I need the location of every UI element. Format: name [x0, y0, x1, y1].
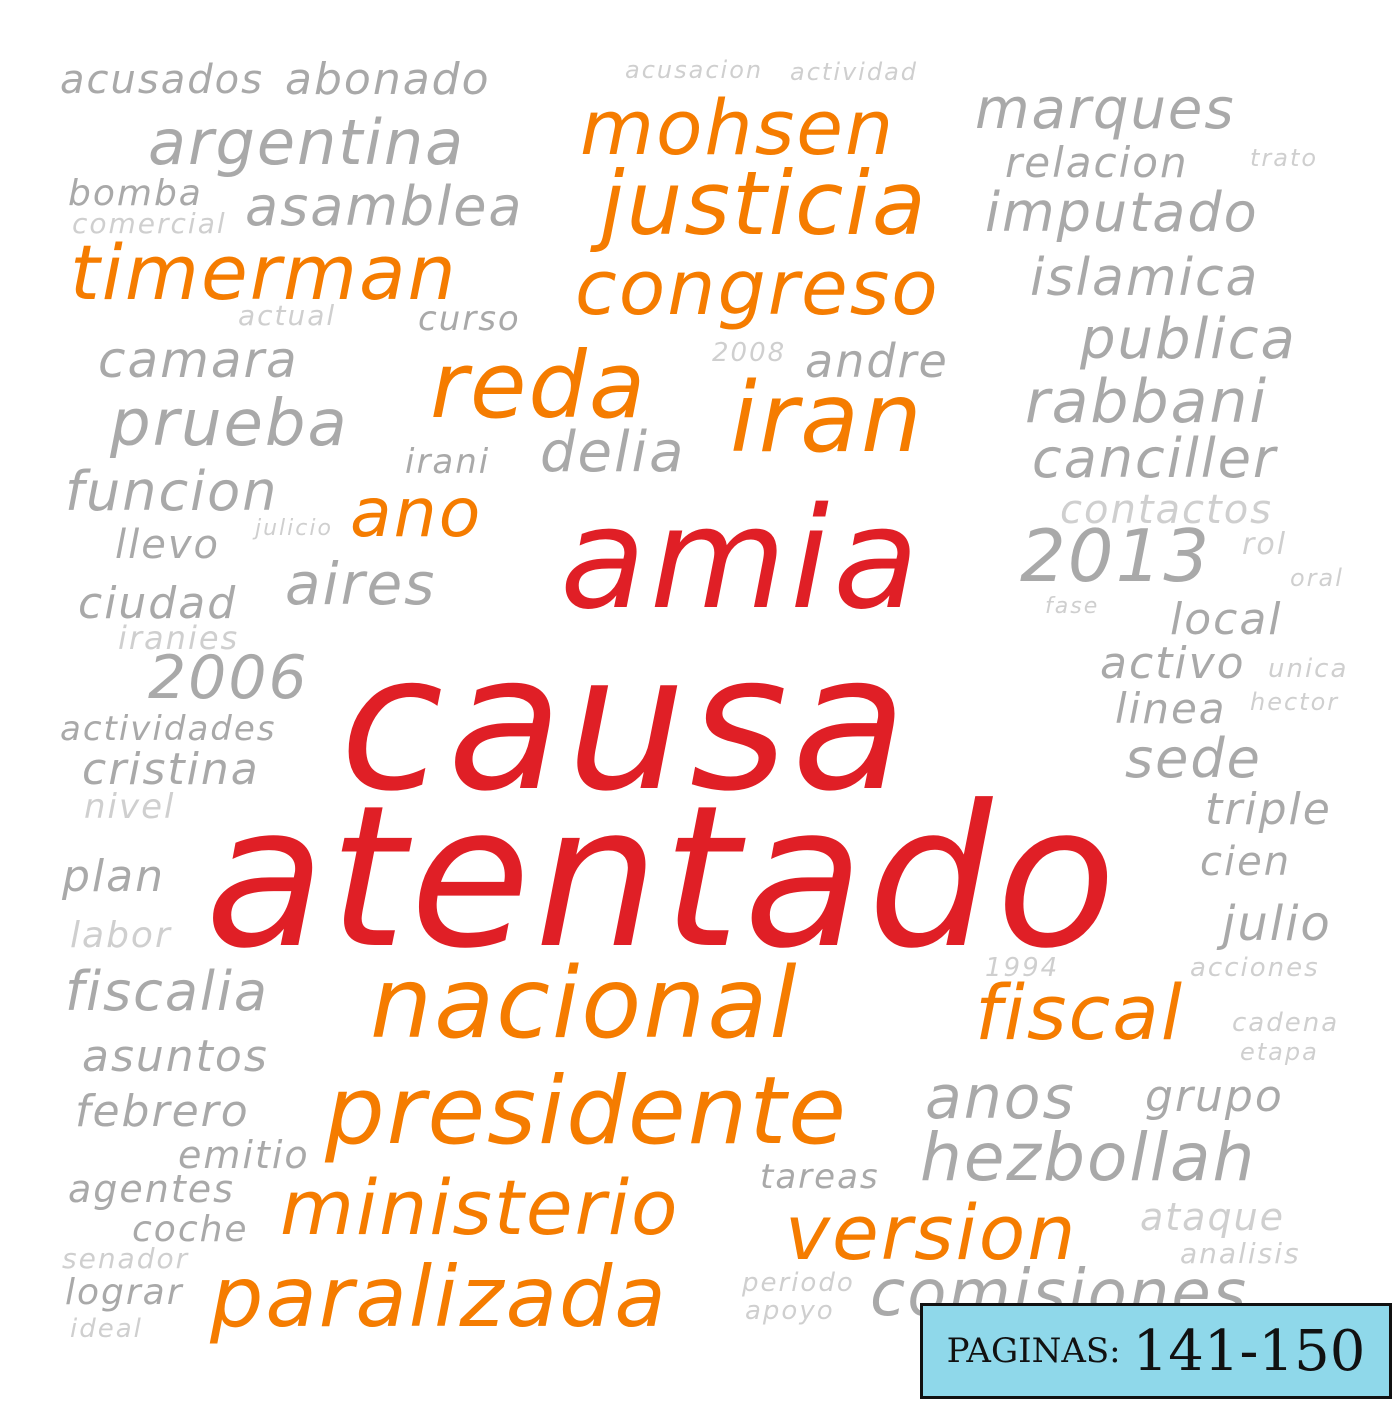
word-senador: senador	[62, 1242, 190, 1275]
word-contactos: contactos	[1060, 487, 1273, 533]
word-camara: camara	[98, 331, 299, 389]
word-1994: 1994	[985, 953, 1060, 983]
word-ataque: ataque	[1140, 1195, 1286, 1239]
word-islamica: islamica	[1030, 248, 1260, 308]
word-causa: causa	[340, 614, 911, 833]
pages-label: PAGINAS:	[946, 1331, 1121, 1371]
word-linea: linea	[1115, 684, 1227, 733]
word-emitio: emitio	[178, 1133, 310, 1177]
word-atentado: atentado	[205, 764, 1121, 992]
word-anos: anos	[925, 1063, 1076, 1133]
word-irani: irani	[405, 442, 491, 482]
word-funcion: funcion	[65, 460, 279, 523]
word-actual: actual	[238, 299, 337, 332]
pages-badge: PAGINAS: 141-150	[920, 1303, 1392, 1399]
word-mohsen: mohsen	[580, 83, 896, 172]
word-imputado: imputado	[985, 181, 1259, 244]
word-lograr: lograr	[65, 1272, 184, 1313]
word-rabbani: rabbani	[1025, 367, 1269, 437]
word-apoyo: apoyo	[745, 1296, 835, 1326]
word-labor: labor	[70, 915, 172, 956]
word-periodo: periodo	[742, 1268, 855, 1298]
word-unica: unica	[1268, 654, 1349, 684]
word-congreso: congreso	[575, 243, 940, 332]
word-llevo: llevo	[115, 522, 220, 568]
pages-range: 141-150	[1132, 1318, 1366, 1384]
word-bomba: bomba	[68, 173, 203, 214]
word-amia: amia	[560, 478, 923, 641]
word-reda: reda	[430, 332, 648, 439]
word-local: local	[1170, 594, 1283, 645]
word-2008: 2008	[712, 338, 787, 368]
word-andre: andre	[805, 334, 949, 388]
word-2013: 2013	[1020, 514, 1212, 598]
word-triple: triple	[1205, 784, 1332, 835]
word-fiscalia: fiscalia	[65, 960, 270, 1023]
word-asuntos: asuntos	[82, 1031, 269, 1082]
word-julio: julio	[1222, 896, 1332, 952]
word-nivel: nivel	[84, 787, 176, 827]
word-prueba: prueba	[110, 387, 349, 461]
word-cristina: cristina	[82, 744, 260, 795]
word-cien: cien	[1200, 839, 1292, 885]
word-justicia: justicia	[600, 152, 928, 255]
word-iran: iran	[730, 362, 924, 474]
word-2006: 2006	[148, 643, 309, 713]
word-acusados: acusados	[60, 57, 264, 103]
word-ciudad: ciudad	[78, 578, 238, 629]
word-asamblea: asamblea	[245, 175, 524, 238]
word-cadena: cadena	[1232, 1008, 1340, 1038]
word-comercial: comercial	[72, 207, 227, 240]
word-canciller: canciller	[1032, 427, 1278, 490]
word-curso: curso	[418, 299, 521, 339]
word-ministerio: ministerio	[280, 1163, 680, 1252]
word-marques: marques	[975, 77, 1236, 142]
word-aires: aires	[285, 550, 437, 618]
word-fase: fase	[1045, 594, 1100, 619]
word-nacional: nacional	[370, 947, 799, 1061]
word-plan: plan	[62, 851, 166, 902]
word-iranies: iranies	[118, 619, 240, 657]
word-abonado: abonado	[285, 54, 491, 105]
word-julicio: julicio	[255, 516, 333, 541]
word-argentina: argentina	[148, 106, 466, 179]
word-febrero: febrero	[75, 1086, 250, 1137]
word-etapa: etapa	[1240, 1038, 1319, 1066]
word-analisis: analisis	[1180, 1237, 1301, 1270]
word-timerman: timerman	[70, 228, 458, 317]
word-sede: sede	[1125, 727, 1262, 790]
word-activo: activo	[1100, 638, 1246, 689]
word-grupo: grupo	[1145, 1071, 1284, 1122]
word-rol: rol	[1242, 527, 1288, 562]
word-ano: ano	[350, 474, 483, 553]
word-tareas: tareas	[760, 1157, 880, 1197]
word-trato: trato	[1250, 144, 1319, 172]
word-actividad: actividad	[790, 58, 919, 86]
word-acusacion: acusacion	[625, 56, 764, 84]
word-version: version	[785, 1188, 1078, 1277]
word-paralizada: paralizada	[210, 1248, 668, 1346]
word-publica: publica	[1080, 307, 1297, 372]
word-presidente: presidente	[325, 1057, 849, 1166]
word-ideal: ideal	[70, 1314, 143, 1344]
word-agentes: agentes	[68, 1167, 235, 1211]
word-hector: hector	[1250, 688, 1340, 716]
word-oral: oral	[1290, 564, 1344, 592]
word-relacion: relacion	[1005, 138, 1189, 187]
word-fiscal: fiscal	[975, 968, 1184, 1057]
word-hezbollah: hezbollah	[920, 1119, 1257, 1196]
word-coche: coche	[132, 1209, 249, 1250]
word-delia: delia	[540, 420, 686, 485]
word-actividades: actividades	[60, 709, 277, 749]
word-acciones: acciones	[1190, 953, 1320, 983]
